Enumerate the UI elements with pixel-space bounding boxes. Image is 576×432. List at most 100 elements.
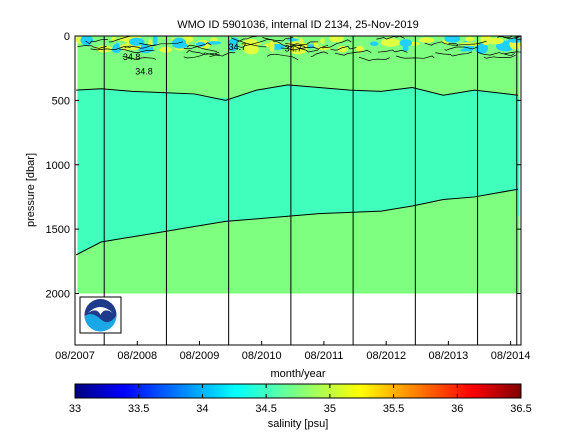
surface-contour xyxy=(186,49,220,56)
x-axis-label: month/year xyxy=(270,368,325,380)
colorbar-tick-label-5: 35.5 xyxy=(383,403,404,415)
colorbar-label: salinity [psu] xyxy=(268,418,329,430)
surface-patch xyxy=(320,38,325,45)
surface-patch xyxy=(111,36,117,42)
surface-contour xyxy=(448,40,487,46)
surface-patch xyxy=(159,46,173,53)
no-data-end xyxy=(519,36,521,345)
y-tick-label-0: 0 xyxy=(64,31,70,43)
surface-contour xyxy=(477,51,515,57)
surface-contour xyxy=(435,51,473,57)
x-tick-label-1: 08/2008 xyxy=(117,350,157,362)
surface-contour xyxy=(424,41,458,46)
surface-contour xyxy=(330,46,357,51)
surface-patch xyxy=(243,41,261,46)
x-tick-label-0: 08/2007 xyxy=(55,350,95,362)
surface-patch xyxy=(128,37,145,46)
contour-annotation-3: 34.8 xyxy=(135,67,153,77)
colorbar-tick-label-4: 35 xyxy=(324,403,336,415)
surface-patch xyxy=(480,36,492,45)
y-tick-label-2: 1000 xyxy=(46,160,70,172)
surface-contour xyxy=(504,51,521,55)
colorbar-tick-label-6: 36 xyxy=(451,403,463,415)
surface-patch xyxy=(118,36,130,42)
surface-patch xyxy=(370,41,379,47)
contour-annotations: 34.8 34.7 34.7 34.8 xyxy=(123,42,302,76)
surface-patch xyxy=(152,36,158,46)
surface-contour xyxy=(483,54,516,59)
surface-contour xyxy=(334,49,372,56)
surface-contour xyxy=(122,55,157,60)
surface-contour xyxy=(139,41,183,47)
surface-mixed-layer xyxy=(75,36,521,62)
colorbar-tick-label-7: 36.5 xyxy=(510,403,531,415)
surface-contour xyxy=(119,49,155,53)
surface-contour xyxy=(77,45,107,49)
surface-patch xyxy=(475,42,488,55)
surface-patch xyxy=(112,46,121,54)
surface-contour xyxy=(280,46,319,51)
mid-band-shape xyxy=(76,84,519,255)
surface-patch xyxy=(269,40,275,53)
surface-patch xyxy=(444,36,461,43)
surface-patch xyxy=(182,36,194,43)
x-axis: 08/2007 08/2008 08/2009 08/2010 08/2011 08/20… xyxy=(55,341,530,362)
x-tick-label-2: 08/2009 xyxy=(180,350,220,362)
surface-patch xyxy=(313,40,319,48)
x-tick-label-4: 08/2011 xyxy=(304,350,343,362)
colorbar-tick-label-1: 33.5 xyxy=(128,403,149,415)
x-tick-label-3: 08/2010 xyxy=(242,350,282,362)
deep-band-shape xyxy=(76,189,519,294)
y-axis: 0 500 1000 1500 2000 xyxy=(46,31,521,301)
colorbar-tick-label-2: 34 xyxy=(196,403,208,415)
surface-contour xyxy=(272,40,306,49)
contour-annotation-0: 34.8 xyxy=(123,52,141,62)
y-tick-label-3: 1500 xyxy=(46,224,70,236)
contour-annotation-1: 34.7 xyxy=(229,42,247,52)
surface-contour xyxy=(85,39,108,45)
surface-contour xyxy=(285,41,319,45)
surface-patch xyxy=(288,45,308,55)
plot-frame xyxy=(74,35,522,346)
surface-contour xyxy=(310,51,329,58)
surface-contour xyxy=(444,46,479,51)
surface-contour xyxy=(513,37,521,41)
logo-bird xyxy=(88,307,113,315)
x-tick-label-6: 08/2013 xyxy=(428,350,468,362)
surface-contour xyxy=(108,36,146,43)
surface-contour xyxy=(90,45,131,51)
colorbar-tick-label-0: 33 xyxy=(69,403,81,415)
surface-patch xyxy=(418,37,435,43)
x-tick-label-5: 08/2012 xyxy=(366,350,406,362)
surface-patch xyxy=(207,41,222,45)
plot-area: 34.8 34.7 34.7 34.8 xyxy=(75,36,521,345)
y-tick-label-4: 2000 xyxy=(46,289,70,301)
surface-contour xyxy=(124,44,156,49)
surface-contour xyxy=(234,38,274,48)
surface-patch xyxy=(80,36,94,46)
surface-patch xyxy=(402,45,409,52)
colorbar-tick-label-3: 34.5 xyxy=(255,403,276,415)
surface-contour xyxy=(358,56,390,62)
surface-contour xyxy=(322,39,352,49)
no-data-start xyxy=(75,36,78,345)
surface-patch xyxy=(399,39,413,47)
surface-patch xyxy=(287,38,299,42)
contour-annotation-2: 34.7 xyxy=(285,43,303,53)
x-tick-label-7: 08/2014 xyxy=(491,350,531,362)
surface-contour xyxy=(186,44,218,52)
surface-contour xyxy=(183,51,220,59)
surface-patch xyxy=(337,45,349,53)
surface-contour xyxy=(293,45,329,53)
surface-contour xyxy=(231,37,267,48)
surface-contour xyxy=(267,53,299,61)
logo-wave xyxy=(84,314,117,332)
surface-contour xyxy=(262,37,294,42)
surface-contour xyxy=(504,36,521,39)
surface-base xyxy=(77,36,520,44)
contour-lines xyxy=(75,84,519,256)
surface-patch xyxy=(228,39,238,52)
noaa-logo xyxy=(79,296,122,334)
colorbar-gradient xyxy=(74,383,522,399)
